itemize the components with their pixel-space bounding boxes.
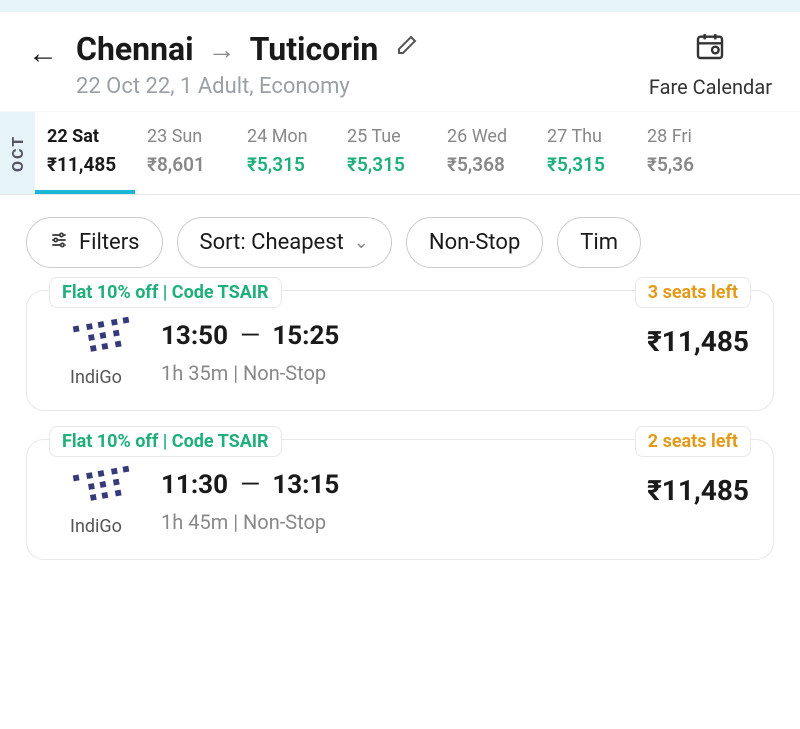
date-label: 23 Sun	[147, 126, 223, 147]
flight-card[interactable]: Flat 10% off | Code TSAIR2 seats left⠈⠿⠏…	[26, 439, 774, 560]
date-strip: OCT 22 Sat ₹11,485 23 Sun ₹8,601 24 Mon ₹5,31…	[0, 111, 800, 195]
airline-logo-icon: ⠈⠿⠏	[55, 464, 137, 517]
date-label: 25 Tue	[347, 126, 423, 147]
destination-text: Tuticorin	[250, 30, 379, 68]
duration-text: 1h 45m | Non-Stop	[161, 510, 627, 534]
route-title[interactable]: Chennai → Tuticorin	[76, 30, 631, 68]
header-center: Chennai → Tuticorin 22 Oct 22, 1 Adult, …	[76, 30, 631, 99]
date-label: 27 Thu	[547, 126, 623, 147]
fare-calendar-button[interactable]: Fare Calendar	[649, 30, 772, 99]
airline-name: IndiGo	[70, 367, 122, 388]
airline-logo-icon: ⠈⠿⠏	[55, 315, 137, 368]
date-price: ₹5,315	[547, 153, 623, 176]
date-item[interactable]: 25 Tue ₹5,315	[335, 112, 435, 194]
promo-tag: Flat 10% off | Code TSAIR	[49, 426, 282, 457]
time-line: 11:30 — 13:15	[161, 470, 627, 500]
sort-label: Sort: Cheapest	[200, 230, 344, 255]
results-list: Flat 10% off | Code TSAIR3 seats left⠈⠿⠏…	[0, 290, 800, 560]
sort-chip[interactable]: Sort: Cheapest ⌄	[177, 217, 392, 268]
filters-chip[interactable]: Filters	[26, 217, 163, 268]
flight-card-body: ⠈⠿⠏IndiGo 11:30 — 13:15 1h 45m | Non-Stop ₹11…	[51, 470, 749, 537]
sliders-icon	[49, 230, 69, 255]
chevron-down-icon: ⌄	[354, 232, 369, 253]
date-label: 28 Fri	[647, 126, 723, 147]
filters-label: Filters	[79, 230, 140, 255]
depart-time: 11:30	[161, 470, 228, 500]
date-price: ₹5,368	[447, 153, 523, 176]
nonstop-chip[interactable]: Non-Stop	[406, 217, 543, 268]
time-chip[interactable]: Tim	[557, 217, 641, 268]
price-text: ₹11,485	[647, 325, 749, 358]
search-subtitle: 22 Oct 22, 1 Adult, Economy	[76, 74, 631, 99]
date-item[interactable]: 23 Sun ₹8,601	[135, 112, 235, 194]
date-item[interactable]: 22 Sat ₹11,485	[35, 112, 135, 194]
price-text: ₹11,485	[647, 474, 749, 507]
date-item[interactable]: 26 Wed ₹5,368	[435, 112, 535, 194]
back-arrow-icon[interactable]: ←	[28, 36, 58, 71]
duration-text: 1h 35m | Non-Stop	[161, 361, 627, 385]
filter-row: Filters Sort: Cheapest ⌄ Non-Stop Tim	[0, 195, 800, 290]
date-price: ₹8,601	[147, 153, 223, 176]
origin-text: Chennai	[76, 30, 194, 68]
time-dash: —	[240, 321, 260, 351]
arrive-time: 15:25	[272, 321, 339, 351]
date-item[interactable]: 28 Fri ₹5,36	[635, 112, 735, 194]
time-line: 13:50 — 15:25	[161, 321, 627, 351]
date-item[interactable]: 27 Thu ₹5,315	[535, 112, 635, 194]
date-price: ₹5,315	[247, 153, 323, 176]
seats-tag: 3 seats left	[635, 277, 751, 308]
airline-name: IndiGo	[70, 516, 122, 537]
time-dash: —	[240, 470, 260, 500]
route-arrow-icon: →	[208, 33, 236, 66]
date-label: 24 Mon	[247, 126, 323, 147]
flight-card[interactable]: Flat 10% off | Code TSAIR3 seats left⠈⠿⠏…	[26, 290, 774, 411]
month-tab[interactable]: OCT	[0, 112, 35, 194]
dates-scroller[interactable]: 22 Sat₹11,48523 Sun₹8,60124 Mon₹5,31525 …	[35, 112, 800, 194]
calendar-icon	[694, 30, 726, 69]
date-price: ₹11,485	[47, 153, 123, 176]
depart-time: 13:50	[161, 321, 228, 351]
date-label: 22 Sat	[47, 126, 123, 147]
promo-tag: Flat 10% off | Code TSAIR	[49, 277, 282, 308]
times-block: 11:30 — 13:15 1h 45m | Non-Stop	[161, 470, 627, 534]
date-price: ₹5,315	[347, 153, 423, 176]
flight-card-body: ⠈⠿⠏IndiGo 13:50 — 15:25 1h 35m | Non-Stop ₹11…	[51, 321, 749, 388]
fare-calendar-label: Fare Calendar	[649, 75, 772, 99]
airline-block: ⠈⠿⠏IndiGo	[51, 470, 141, 537]
edit-icon[interactable]	[394, 34, 418, 64]
date-label: 26 Wed	[447, 126, 523, 147]
date-price: ₹5,36	[647, 153, 723, 176]
header: ← Chennai → Tuticorin 22 Oct 22, 1 Adult…	[0, 12, 800, 111]
arrive-time: 13:15	[272, 470, 339, 500]
time-label: Tim	[580, 230, 618, 255]
times-block: 13:50 — 15:25 1h 35m | Non-Stop	[161, 321, 627, 385]
date-item[interactable]: 24 Mon ₹5,315	[235, 112, 335, 194]
seats-tag: 2 seats left	[635, 426, 751, 457]
nonstop-label: Non-Stop	[429, 230, 520, 255]
airline-block: ⠈⠿⠏IndiGo	[51, 321, 141, 388]
